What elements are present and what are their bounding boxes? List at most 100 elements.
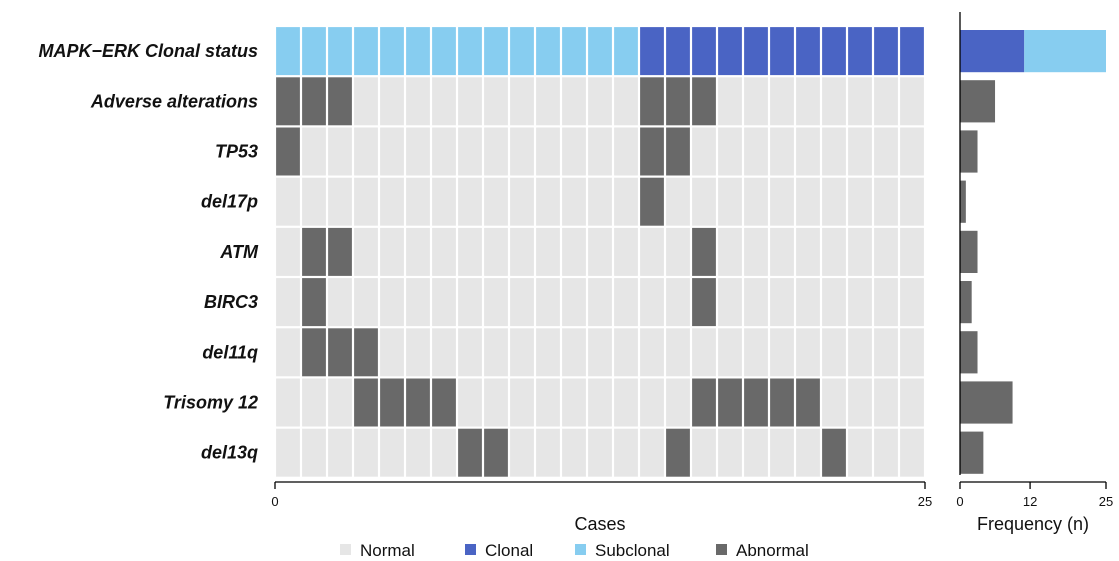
cell-tp53-case-8: [458, 127, 482, 176]
cell-mapk-erk-clonal-status-case-18: [718, 27, 742, 76]
cell-del11q-case-1: [276, 328, 300, 377]
cell-del13q-case-16: [666, 428, 690, 477]
cell-birc3-case-23: [848, 278, 872, 327]
cell-tp53-case-17: [692, 127, 716, 176]
cell-trisomy-12-case-4: [354, 378, 378, 427]
cell-trisomy-12-case-1: [276, 378, 300, 427]
cell-tp53-case-15: [640, 127, 664, 176]
cell-del11q-case-16: [666, 328, 690, 377]
cell-del13q-case-6: [406, 428, 430, 477]
cell-adverse-alterations-case-19: [744, 77, 768, 126]
cell-mapk-erk-clonal-status-case-4: [354, 27, 378, 76]
cell-atm-case-6: [406, 227, 430, 276]
cell-del17p-case-16: [666, 177, 690, 226]
cell-del17p-case-22: [822, 177, 846, 226]
cell-birc3-case-1: [276, 278, 300, 327]
cell-atm-case-3: [328, 227, 352, 276]
cell-birc3-case-19: [744, 278, 768, 327]
cell-atm-case-19: [744, 227, 768, 276]
cell-mapk-erk-clonal-status-case-11: [536, 27, 560, 76]
cell-adverse-alterations-case-6: [406, 77, 430, 126]
cell-adverse-alterations-case-5: [380, 77, 404, 126]
case-grid: [276, 27, 924, 477]
cell-del11q-case-17: [692, 328, 716, 377]
freq-bar-adverse-alterations: [960, 80, 996, 123]
cell-birc3-case-21: [796, 278, 820, 327]
cell-atm-case-16: [666, 227, 690, 276]
cell-trisomy-12-case-24: [874, 378, 898, 427]
cell-birc3-case-11: [536, 278, 560, 327]
cases-axis-title: Cases: [574, 514, 625, 534]
cell-mapk-erk-clonal-status-case-12: [562, 27, 586, 76]
cell-birc3-case-12: [562, 278, 586, 327]
cell-del13q-case-23: [848, 428, 872, 477]
cell-birc3-case-16: [666, 278, 690, 327]
cell-adverse-alterations-case-23: [848, 77, 872, 126]
cell-tp53-case-2: [302, 127, 326, 176]
cell-tp53-case-16: [666, 127, 690, 176]
cell-del13q-case-14: [614, 428, 638, 477]
cell-birc3-case-13: [588, 278, 612, 327]
cell-adverse-alterations-case-20: [770, 77, 794, 126]
cell-adverse-alterations-case-3: [328, 77, 352, 126]
cell-mapk-erk-clonal-status-case-24: [874, 27, 898, 76]
cell-trisomy-12-case-13: [588, 378, 612, 427]
freq-tick-label-12: 12: [1023, 494, 1037, 509]
cell-trisomy-12-case-9: [484, 378, 508, 427]
cell-atm-case-2: [302, 227, 326, 276]
freq-tick-label-25: 25: [1099, 494, 1113, 509]
cell-adverse-alterations-case-14: [614, 77, 638, 126]
cell-del17p-case-19: [744, 177, 768, 226]
cell-atm-case-21: [796, 227, 820, 276]
cell-atm-case-22: [822, 227, 846, 276]
cell-del11q-case-20: [770, 328, 794, 377]
cell-birc3-case-7: [432, 278, 456, 327]
cell-tp53-case-25: [900, 127, 924, 176]
cell-del13q-case-13: [588, 428, 612, 477]
cell-adverse-alterations-case-24: [874, 77, 898, 126]
cell-tp53-case-22: [822, 127, 846, 176]
legend-label-clonal: Clonal: [485, 541, 533, 560]
cell-trisomy-12-case-11: [536, 378, 560, 427]
cell-adverse-alterations-case-8: [458, 77, 482, 126]
freq-bar-tp53: [960, 130, 978, 173]
cell-del13q-case-9: [484, 428, 508, 477]
legend-swatch-subclonal: [575, 544, 586, 555]
cell-atm-case-13: [588, 227, 612, 276]
cell-adverse-alterations-case-7: [432, 77, 456, 126]
freq-tick-label-0: 0: [956, 494, 963, 509]
cell-mapk-erk-clonal-status-case-22: [822, 27, 846, 76]
cell-del11q-case-22: [822, 328, 846, 377]
cell-trisomy-12-case-19: [744, 378, 768, 427]
cell-trisomy-12-case-8: [458, 378, 482, 427]
row-label-del13q: del13q: [201, 443, 258, 463]
cell-tp53-case-24: [874, 127, 898, 176]
cell-del17p-case-12: [562, 177, 586, 226]
cell-mapk-erk-clonal-status-case-6: [406, 27, 430, 76]
cell-mapk-erk-clonal-status-case-1: [276, 27, 300, 76]
row-label-atm: ATM: [219, 242, 259, 262]
cell-atm-case-4: [354, 227, 378, 276]
cell-adverse-alterations-case-2: [302, 77, 326, 126]
frequency-axis-title: Frequency (n): [977, 514, 1089, 534]
cell-atm-case-25: [900, 227, 924, 276]
legend-label-abnormal: Abnormal: [736, 541, 809, 560]
frequency-bars: [960, 30, 1106, 474]
cell-trisomy-12-case-17: [692, 378, 716, 427]
cell-del11q-case-4: [354, 328, 378, 377]
cell-birc3-case-25: [900, 278, 924, 327]
cell-del17p-case-14: [614, 177, 638, 226]
cell-del13q-case-25: [900, 428, 924, 477]
cell-del17p-case-4: [354, 177, 378, 226]
cell-del17p-case-6: [406, 177, 430, 226]
cell-del11q-case-25: [900, 328, 924, 377]
cases-tick-label-25: 25: [918, 494, 932, 509]
cell-atm-case-1: [276, 227, 300, 276]
freq-bar-del17p: [960, 180, 966, 223]
freq-bar-birc3: [960, 281, 972, 324]
cell-adverse-alterations-case-18: [718, 77, 742, 126]
cell-del13q-case-1: [276, 428, 300, 477]
cell-mapk-erk-clonal-status-case-3: [328, 27, 352, 76]
cell-mapk-erk-clonal-status-case-2: [302, 27, 326, 76]
